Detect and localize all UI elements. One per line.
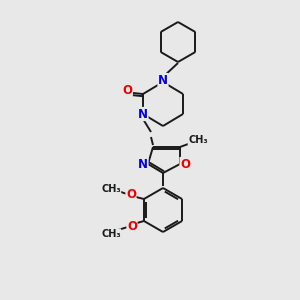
Text: O: O (126, 188, 136, 202)
Text: O: O (127, 220, 137, 232)
Text: CH₃: CH₃ (101, 184, 121, 194)
Text: N: N (138, 107, 148, 121)
Text: O: O (180, 158, 190, 170)
Text: N: N (158, 74, 168, 86)
Text: CH₃: CH₃ (101, 229, 121, 239)
Text: N: N (138, 158, 148, 170)
Text: CH₃: CH₃ (188, 135, 208, 145)
Text: O: O (122, 83, 132, 97)
